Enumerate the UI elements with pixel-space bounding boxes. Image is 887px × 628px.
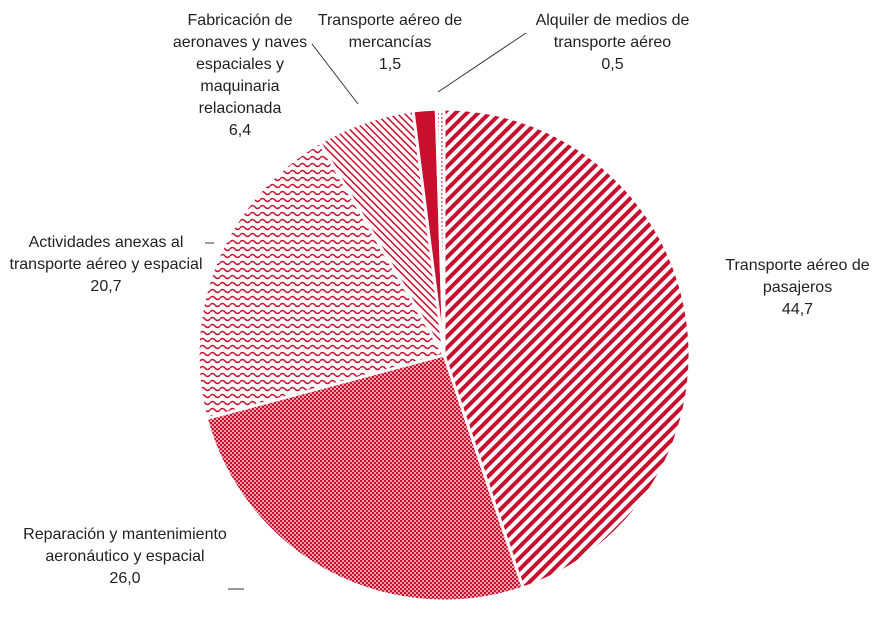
leader-line xyxy=(311,43,359,105)
category-label: Alquiler de medios de transporte aéreo xyxy=(535,12,690,51)
value-label: 26,0 xyxy=(109,570,141,587)
slice-label: Reparación y mantenimiento aeronáutico y… xyxy=(20,524,230,590)
pie-slice xyxy=(434,107,446,356)
value-label: 1,5 xyxy=(378,56,402,73)
slice-label: Actividades anexas al transporte aéreo y… xyxy=(8,232,204,298)
value-label: 6,4 xyxy=(228,122,252,139)
pie-slice xyxy=(442,107,692,590)
category-label: Actividades anexas al transporte aéreo y… xyxy=(9,234,203,273)
category-label: Transporte aéreo de pasajeros xyxy=(725,257,870,296)
leader-line xyxy=(437,32,527,93)
slices xyxy=(196,107,692,603)
category-label: Reparación y mantenimiento aeronáutico y… xyxy=(23,526,227,565)
pie-slice xyxy=(196,140,447,421)
slice-label: Alquiler de medios de transporte aéreo 0,… xyxy=(520,10,705,76)
pie-slice xyxy=(204,353,526,603)
value-label: 0,5 xyxy=(601,56,624,73)
value-label: 44,7 xyxy=(781,301,814,318)
slice-label: Transporte aéreo de mercancías 1,5 xyxy=(315,10,465,76)
slice-label: Fabricación de aeronaves y naves espacia… xyxy=(160,10,320,142)
category-label: Transporte aéreo de mercancías xyxy=(317,12,463,51)
slice-label: Transporte aéreo de pasajeros 44,7 xyxy=(700,255,887,321)
category-label: Fabricación de aeronaves y naves espacia… xyxy=(172,12,308,117)
value-label: 20,7 xyxy=(90,278,122,295)
